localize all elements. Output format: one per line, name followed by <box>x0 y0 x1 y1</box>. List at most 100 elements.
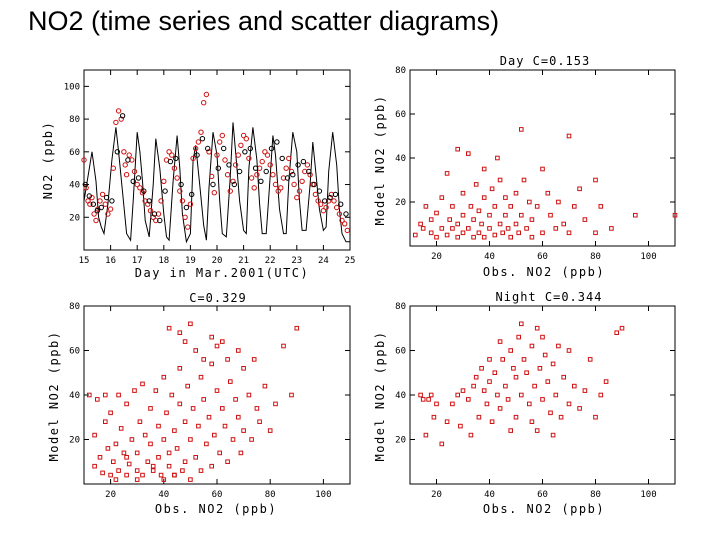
timeseries-obs-point <box>320 208 327 214</box>
timeseries-obs-point-black <box>311 181 317 188</box>
scatter-night-point <box>418 392 423 398</box>
scatter-night-point <box>532 383 537 389</box>
scatter-night-point <box>473 374 479 380</box>
scatter-night-ytick-label: 40 <box>395 391 406 401</box>
scatter-all-point <box>198 468 204 473</box>
scatter-night-xtick-label: 20 <box>431 490 442 500</box>
scatter-all-point <box>220 406 225 411</box>
timeseries-obs-point-black <box>103 194 110 201</box>
scatter-all-point <box>111 459 116 464</box>
scatter-night-point <box>513 414 519 420</box>
scatter-all-point <box>236 348 241 353</box>
timeseries-obs-point <box>91 211 97 217</box>
scatter-day-point <box>556 199 561 205</box>
scatter-all-point <box>97 455 103 460</box>
scatter-day-point <box>466 151 471 156</box>
scatter-day-ytick-label: 80 <box>395 66 406 76</box>
scatter-all-point <box>172 472 177 478</box>
timeseries-obs-point <box>161 178 167 185</box>
timeseries-obs-point-black <box>231 181 238 188</box>
scatter-night-point <box>545 379 551 384</box>
timeseries-obs-point <box>97 198 103 204</box>
scatter-night-frame <box>409 305 676 485</box>
scatter-all-point <box>236 414 241 420</box>
scatter-all-point <box>113 477 119 482</box>
scatter-night-point <box>550 361 556 367</box>
timeseries-obs-point <box>246 155 252 162</box>
scatter-day-point <box>495 155 500 161</box>
scatter-night-point <box>487 357 492 362</box>
scatter-day-point <box>540 166 545 172</box>
scatter-all-point <box>214 388 220 393</box>
scatter-day-point <box>455 221 460 227</box>
scatter-night-point <box>542 352 548 358</box>
timeseries-ytick-label: 80 <box>69 115 80 125</box>
scatter-day-point <box>471 217 476 222</box>
scatter-all-ytick-label: 80 <box>69 302 80 312</box>
scatter-day-point <box>503 212 508 218</box>
scatter-all-point <box>124 401 129 407</box>
scatter-day-point <box>508 204 513 209</box>
scatter-all-ylabel: Model NO2 (ppb) <box>47 331 61 462</box>
timeseries-obs-point <box>118 116 124 122</box>
timeseries-obs-point-black <box>82 181 89 188</box>
scatter-night-point <box>527 401 532 407</box>
timeseries-obs-point-black <box>114 149 121 155</box>
timeseries-obs-point-black <box>178 181 184 188</box>
scatter-all-point <box>180 468 185 473</box>
scatter-night-point <box>572 383 577 389</box>
scatter-night-point <box>479 366 484 371</box>
scatter-night-point <box>516 334 522 340</box>
timeseries-obs-point <box>110 165 117 171</box>
timeseries-obs-point <box>275 188 281 194</box>
scatter-day-xtick-label: 100 <box>640 252 656 262</box>
timeseries-obs-point-black <box>173 155 179 162</box>
scatter-night-xtick-label: 100 <box>640 490 656 500</box>
timeseries-obs-point <box>150 214 156 221</box>
scatter-night-point <box>492 370 498 375</box>
scatter-night-point <box>577 406 582 411</box>
scatter-night-point <box>455 392 460 398</box>
scatter-night-point <box>503 383 508 389</box>
scatter-all-point <box>193 455 198 460</box>
timeseries-obs-point <box>294 194 300 201</box>
scatter-all-point <box>166 450 172 456</box>
scatter-night-point <box>614 330 620 335</box>
timeseries-obs-point <box>342 221 348 227</box>
scatter-night-point <box>444 419 450 424</box>
timeseries-obs-point-black <box>295 162 301 168</box>
scatter-day-point <box>593 230 598 236</box>
scatter-day-point <box>471 234 476 240</box>
timeseries-obs-point-black <box>199 136 206 142</box>
scatter-all-point <box>113 441 119 447</box>
scatter-night-point <box>481 388 487 393</box>
scatter-all-point <box>196 423 201 429</box>
timeseries-obs-point <box>87 201 93 207</box>
scatter-all-point <box>193 348 198 353</box>
scatter-all-point <box>254 406 260 411</box>
scatter-all-xtick-label: 20 <box>105 490 116 500</box>
timeseries-obs-point <box>227 188 234 194</box>
scatter-day-point <box>450 204 455 209</box>
scatter-day-point <box>497 177 503 183</box>
scatter-all-point <box>95 397 100 402</box>
scatter-all-xtick-label: 60 <box>212 490 223 500</box>
timeseries-obs-point <box>278 185 284 191</box>
scatter-all-point <box>134 477 140 482</box>
scatter-day-point <box>450 226 455 231</box>
timeseries-obs-point-black <box>86 193 93 199</box>
scatter-day-point <box>487 212 492 218</box>
scatter-all-point <box>132 388 137 393</box>
scatter-day-point <box>513 221 519 227</box>
scatter-day-point <box>497 221 503 227</box>
timeseries-obs-point <box>334 204 340 211</box>
timeseries-xtick-label: 21 <box>238 256 249 266</box>
scatter-night-point <box>428 392 434 398</box>
timeseries-obs-point <box>315 198 321 204</box>
scatter-night-point <box>513 374 519 380</box>
scatter-night-point <box>537 366 543 371</box>
timeseries-obs-point-black <box>189 191 195 198</box>
scatter-night-xlabel: Obs. NO2 (ppb) <box>483 502 605 516</box>
scatter-all-point <box>158 472 164 478</box>
scatter-all-xtick-label: 40 <box>158 490 169 500</box>
